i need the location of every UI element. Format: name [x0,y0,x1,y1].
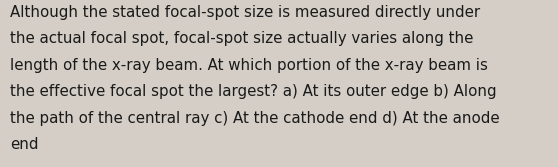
Text: the actual focal spot, focal-spot size actually varies along the: the actual focal spot, focal-spot size a… [10,31,473,46]
Text: end: end [10,137,39,152]
Text: the effective focal spot the largest? a) At its outer edge b) Along: the effective focal spot the largest? a)… [10,84,497,99]
Text: the path of the central ray c) At the cathode end d) At the anode: the path of the central ray c) At the ca… [10,111,499,126]
Text: Although the stated focal-spot size is measured directly under: Although the stated focal-spot size is m… [10,5,480,20]
Text: length of the x-ray beam. At which portion of the x-ray beam is: length of the x-ray beam. At which porti… [10,58,488,73]
